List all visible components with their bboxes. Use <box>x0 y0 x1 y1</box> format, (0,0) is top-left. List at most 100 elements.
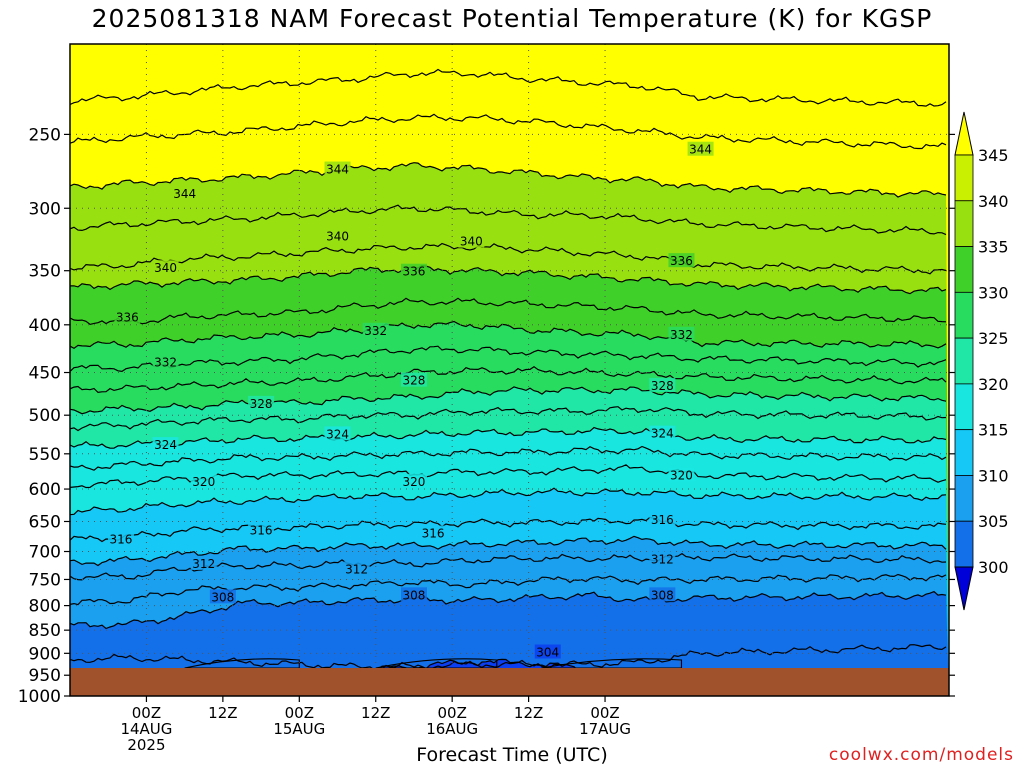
y-tick-label: 900 <box>29 644 61 664</box>
contour-label-backdrop <box>152 260 179 275</box>
contour-label-backdrop <box>400 372 427 387</box>
contour-label-backdrop <box>209 589 236 604</box>
contour-label: 336 <box>670 254 693 268</box>
contour-label-backdrop <box>324 228 351 243</box>
contour-label-backdrop <box>649 587 676 602</box>
theta-contour-line <box>70 487 947 516</box>
y-tick-label: 750 <box>29 570 61 590</box>
x-tick-label: 16AUG <box>426 720 478 738</box>
theta-contour-line <box>70 242 947 275</box>
contour-label: 344 <box>173 187 196 201</box>
contour-label: 332 <box>364 324 387 338</box>
near-surface-contour <box>184 658 300 669</box>
contour-label-backdrop <box>362 322 389 337</box>
contour-label: 316 <box>651 513 674 527</box>
contour-label-backdrop <box>152 437 179 452</box>
contour-label-backdrop <box>668 467 695 482</box>
colorbar-band <box>954 429 974 476</box>
theta-contour-line <box>70 426 947 449</box>
y-tick-label: 700 <box>29 543 61 563</box>
contour-label: 344 <box>689 143 712 157</box>
contour-label-backdrop <box>649 551 676 566</box>
contour-label: 312 <box>345 563 368 577</box>
y-tick-label: 550 <box>29 445 61 465</box>
contour-label-backdrop <box>107 531 134 546</box>
x-tick-label: 14AUG <box>120 720 172 738</box>
colorbar-tick-label: 310 <box>978 466 1009 485</box>
contour-label-backdrop <box>114 309 141 324</box>
contour-label: 324 <box>651 427 674 441</box>
contour-label: 320 <box>403 475 426 489</box>
contour-label-backdrop <box>324 426 351 441</box>
theta-contour-line <box>70 204 947 236</box>
theta-contour-line <box>70 320 947 350</box>
contour-label: 340 <box>326 230 349 244</box>
contour-label-backdrop <box>248 395 275 410</box>
chart-title: 2025081318 NAM Forecast Potential Temper… <box>91 4 933 33</box>
contour-label: 320 <box>192 475 215 489</box>
y-tick-label: 400 <box>29 316 61 336</box>
colorbar-tick-label: 330 <box>978 283 1009 302</box>
contour-label-backdrop <box>324 161 351 176</box>
colorbar-tick-label: 335 <box>978 238 1009 257</box>
theta-contour-line <box>70 590 947 630</box>
x-tick-label: 12Z <box>361 704 390 722</box>
x-tick-label: 00Z <box>285 704 314 722</box>
y-tick-label: 800 <box>29 597 61 617</box>
x-tick-label: 00Z <box>590 704 619 722</box>
near-surface-contour <box>375 658 498 669</box>
contour-label-backdrop <box>400 473 427 488</box>
contour-label: 312 <box>192 557 215 571</box>
theta-contour-line <box>70 386 947 415</box>
contour-label: 324 <box>154 438 177 452</box>
contour-label-backdrop <box>668 253 695 268</box>
contour-label: 332 <box>670 328 693 342</box>
theta-contour-line <box>70 297 947 326</box>
colorbar-bottom-arrow <box>954 566 974 611</box>
colorbar-tick-label: 315 <box>978 421 1009 440</box>
contour-label-backdrop <box>171 186 198 201</box>
contour-label-backdrop <box>649 425 676 440</box>
x-tick-label: 00Z <box>132 704 161 722</box>
colorbar-tick-label: 345 <box>978 146 1009 165</box>
contour-label-backdrop <box>687 141 714 156</box>
near-surface-contour <box>541 658 683 669</box>
colorbar-tick-label: 305 <box>978 512 1009 531</box>
y-tick-label: 500 <box>29 406 61 426</box>
y-tick-label: 1000 <box>18 687 61 707</box>
contour-label-backdrop <box>343 561 370 576</box>
x-tick-label: 2025 <box>127 736 165 754</box>
colorbar-tick-label: 320 <box>978 375 1009 394</box>
theta-contour-line <box>70 68 947 107</box>
contour-label: 328 <box>651 379 674 393</box>
contour-label-backdrop <box>190 473 217 488</box>
colorbar-band <box>954 475 974 522</box>
y-tick-label: 300 <box>29 199 61 219</box>
contour-label: 316 <box>422 527 445 541</box>
contour-label: 340 <box>460 235 483 249</box>
contour-label: 316 <box>250 524 273 538</box>
contour-label-backdrop <box>190 555 217 570</box>
colorbar-band <box>954 337 974 385</box>
contour-label-backdrop <box>649 511 676 526</box>
theta-contour-line <box>70 162 947 198</box>
theta-contour-line <box>70 535 947 567</box>
colorbar-band <box>954 520 974 568</box>
y-tick-label: 250 <box>29 125 61 145</box>
y-tick-label: 350 <box>29 262 61 282</box>
contour-label-backdrop <box>152 354 179 369</box>
theta-contour-line <box>70 573 947 606</box>
theta-contour-line <box>70 365 947 394</box>
contour-label: 308 <box>211 590 234 604</box>
theta-contour-line <box>70 516 947 543</box>
colorbar-band <box>954 291 974 339</box>
credit-text: coolwx.com/models <box>828 745 1014 765</box>
contour-label: 316 <box>110 533 133 547</box>
contour-label: 312 <box>651 552 674 566</box>
contour-label: 308 <box>403 588 426 602</box>
x-tick-label: 00Z <box>437 704 466 722</box>
colorbar-band <box>954 383 974 431</box>
contour-label: 332 <box>154 356 177 370</box>
contour-label-backdrop <box>400 263 427 278</box>
